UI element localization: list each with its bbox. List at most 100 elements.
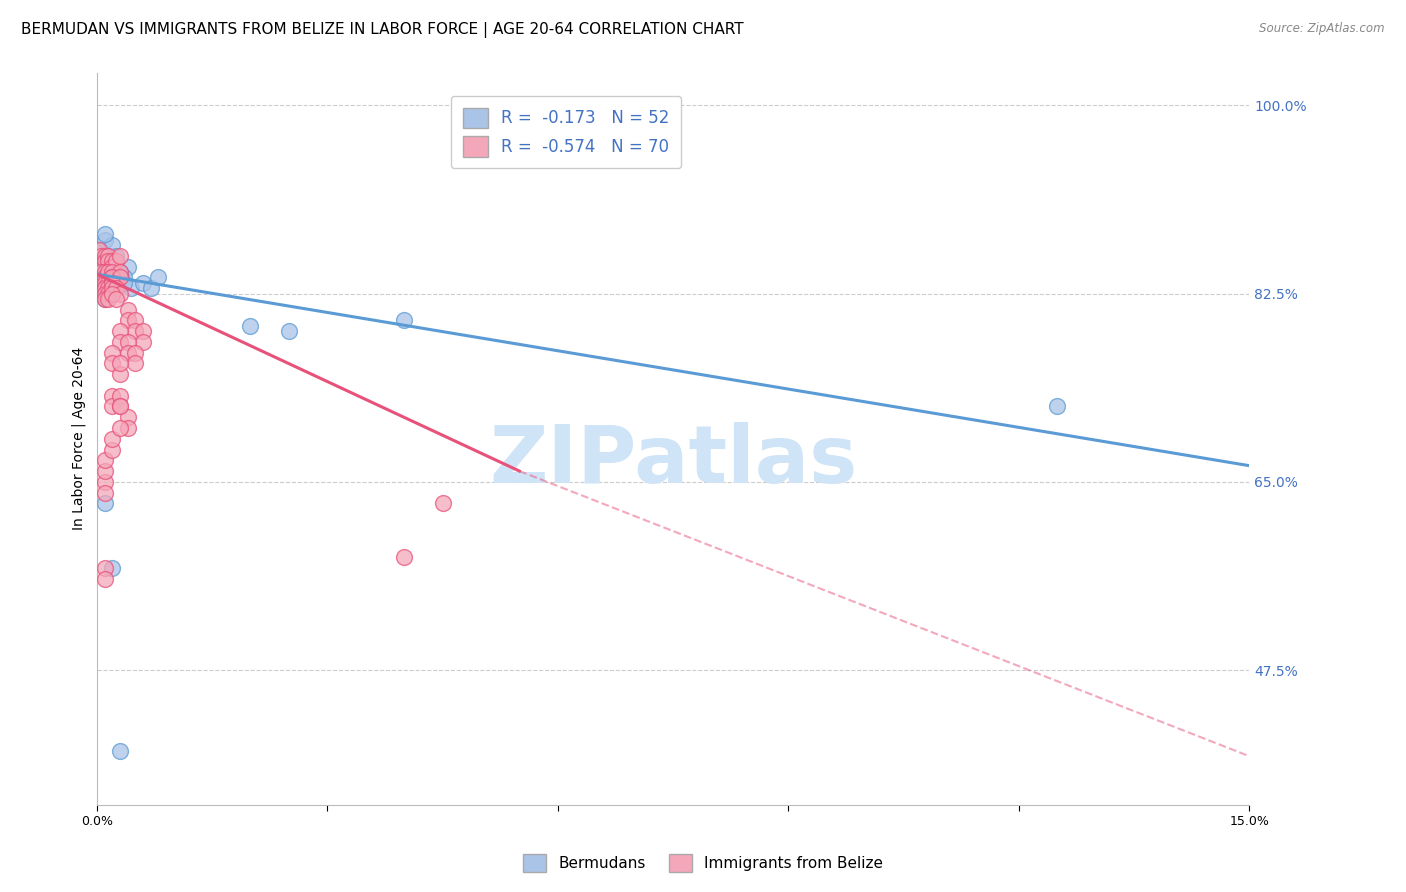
Point bbox=[105, 254, 128, 268]
Point bbox=[97, 265, 120, 279]
Point bbox=[124, 356, 146, 370]
Point bbox=[108, 265, 131, 279]
Point bbox=[97, 249, 120, 263]
Point bbox=[93, 475, 115, 489]
Point bbox=[93, 254, 115, 268]
Point bbox=[101, 270, 124, 285]
Point bbox=[97, 276, 120, 290]
Point bbox=[108, 324, 131, 338]
Point bbox=[101, 260, 124, 274]
Point bbox=[93, 485, 115, 500]
Point bbox=[101, 270, 124, 285]
Point bbox=[120, 281, 142, 295]
Point bbox=[108, 286, 131, 301]
Point bbox=[117, 421, 139, 435]
Point bbox=[105, 292, 128, 306]
Point bbox=[101, 270, 124, 285]
Text: Source: ZipAtlas.com: Source: ZipAtlas.com bbox=[1260, 22, 1385, 36]
Legend: Bermudans, Immigrants from Belize: Bermudans, Immigrants from Belize bbox=[516, 846, 890, 880]
Point bbox=[90, 260, 112, 274]
Point bbox=[117, 302, 139, 317]
Point bbox=[93, 292, 115, 306]
Point bbox=[97, 254, 120, 268]
Point bbox=[117, 334, 139, 349]
Point bbox=[93, 281, 115, 295]
Point bbox=[97, 281, 120, 295]
Point bbox=[93, 286, 115, 301]
Point bbox=[90, 249, 112, 263]
Point bbox=[90, 244, 112, 258]
Point bbox=[93, 270, 115, 285]
Point bbox=[108, 368, 131, 382]
Point bbox=[97, 281, 120, 295]
Point bbox=[90, 265, 112, 279]
Point bbox=[93, 572, 115, 586]
Point bbox=[108, 421, 131, 435]
Point bbox=[108, 270, 131, 285]
Point bbox=[90, 286, 112, 301]
Point bbox=[97, 254, 120, 268]
Point bbox=[101, 270, 124, 285]
Point bbox=[101, 265, 124, 279]
Point bbox=[101, 281, 124, 295]
Point bbox=[90, 270, 112, 285]
Point bbox=[124, 324, 146, 338]
Point bbox=[93, 270, 115, 285]
Point bbox=[90, 270, 112, 285]
Point bbox=[1046, 400, 1069, 414]
Point bbox=[93, 281, 115, 295]
Point bbox=[97, 292, 120, 306]
Point bbox=[97, 265, 120, 279]
Point bbox=[105, 281, 128, 295]
Point bbox=[124, 345, 146, 359]
Point bbox=[101, 400, 124, 414]
Point bbox=[93, 270, 115, 285]
Point bbox=[239, 318, 262, 333]
Point bbox=[101, 389, 124, 403]
Point bbox=[101, 345, 124, 359]
Point bbox=[101, 254, 124, 268]
Point bbox=[93, 281, 115, 295]
Point bbox=[101, 260, 124, 274]
Point bbox=[93, 276, 115, 290]
Point bbox=[148, 270, 170, 285]
Y-axis label: In Labor Force | Age 20-64: In Labor Force | Age 20-64 bbox=[72, 347, 86, 531]
Point bbox=[105, 270, 128, 285]
Point bbox=[101, 238, 124, 252]
Point bbox=[93, 276, 115, 290]
Point bbox=[93, 464, 115, 478]
Point bbox=[97, 265, 120, 279]
Point bbox=[101, 270, 124, 285]
Point bbox=[101, 281, 124, 295]
Point bbox=[101, 442, 124, 457]
Text: BERMUDAN VS IMMIGRANTS FROM BELIZE IN LABOR FORCE | AGE 20-64 CORRELATION CHART: BERMUDAN VS IMMIGRANTS FROM BELIZE IN LA… bbox=[21, 22, 744, 38]
Point bbox=[93, 265, 115, 279]
Point bbox=[124, 313, 146, 327]
Point bbox=[101, 561, 124, 575]
Point bbox=[117, 345, 139, 359]
Point bbox=[105, 276, 128, 290]
Point bbox=[97, 265, 120, 279]
Point bbox=[101, 356, 124, 370]
Point bbox=[93, 249, 115, 263]
Point bbox=[101, 276, 124, 290]
Point bbox=[101, 276, 124, 290]
Point bbox=[112, 276, 135, 290]
Point bbox=[108, 400, 131, 414]
Point bbox=[93, 292, 115, 306]
Point bbox=[392, 550, 415, 565]
Point bbox=[101, 254, 124, 268]
Point bbox=[108, 356, 131, 370]
Point bbox=[101, 432, 124, 446]
Legend: R =  -0.173   N = 52, R =  -0.574   N = 70: R = -0.173 N = 52, R = -0.574 N = 70 bbox=[451, 96, 681, 169]
Point bbox=[93, 286, 115, 301]
Point bbox=[117, 260, 139, 274]
Point bbox=[93, 233, 115, 247]
Point bbox=[97, 249, 120, 263]
Point bbox=[117, 410, 139, 425]
Point bbox=[392, 313, 415, 327]
Point bbox=[108, 270, 131, 285]
Point bbox=[105, 249, 128, 263]
Point bbox=[117, 313, 139, 327]
Point bbox=[108, 400, 131, 414]
